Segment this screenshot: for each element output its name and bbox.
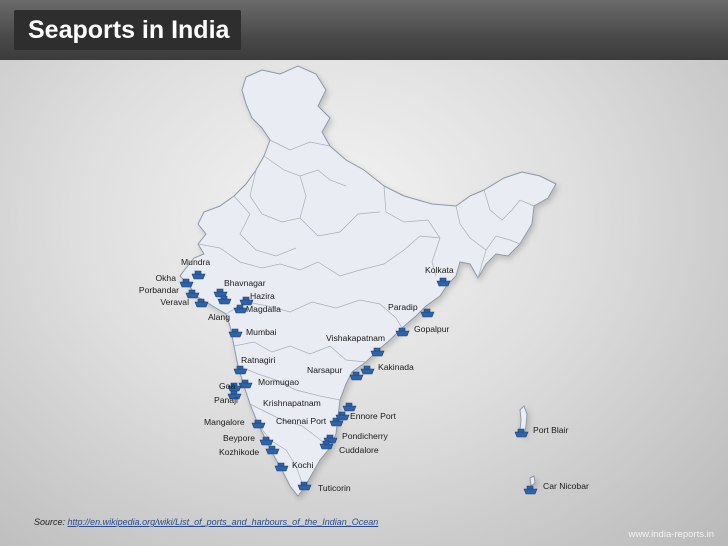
port-label: Gopalpur: [414, 324, 449, 334]
ship-icon: [227, 390, 242, 400]
port-label: Mormugao: [258, 377, 299, 387]
ship-icon: [349, 371, 364, 381]
ship-icon: [335, 411, 350, 421]
port-label: Alang: [208, 312, 230, 322]
ship-icon: [194, 298, 209, 308]
source-link[interactable]: http://en.wikipedia.org/wiki/List_of_por…: [67, 517, 379, 527]
ship-icon: [420, 308, 435, 318]
nicobar-islands-shape: [529, 475, 536, 487]
ship-icon: [523, 485, 538, 495]
ship-icon: [239, 296, 254, 306]
port-label: Mangalore: [204, 417, 245, 427]
ship-icon: [251, 419, 266, 429]
title-bar: Seaports in India: [0, 0, 728, 60]
port-label: Narsapur: [307, 365, 342, 375]
port-labels: Mundra Okha Porbandar Veraval Bhavnagar Hazir…: [139, 257, 589, 493]
ship-icon: [233, 365, 248, 375]
port-label: Cuddalore: [339, 445, 379, 455]
port-label: Kakinada: [378, 362, 414, 372]
ship-icon: [185, 289, 200, 299]
port-label: Ennore Port: [350, 411, 396, 421]
port-label: Porbandar: [139, 285, 179, 295]
ship-icon: [297, 481, 312, 491]
ship-icon: [342, 402, 357, 412]
port-label: Paradip: [388, 302, 418, 312]
port-label: Car Nicobar: [543, 481, 589, 491]
port-label: Port Blair: [533, 425, 568, 435]
state-boundaries: [197, 139, 535, 489]
ship-icon: [274, 462, 289, 472]
ship-icon: [259, 436, 274, 446]
port-label: Veraval: [160, 297, 189, 307]
ship-icon: [228, 328, 243, 338]
source-label: Source:: [34, 517, 66, 527]
ship-icon: [319, 440, 334, 450]
port-label: Okha: [155, 273, 176, 283]
ship-icon: [370, 347, 385, 357]
source-citation: Source: http://en.wikipedia.org/wiki/Lis…: [34, 517, 378, 527]
andaman-islands-shape: [519, 405, 528, 438]
port-label: Ratnagiri: [241, 355, 275, 365]
ship-icon: [227, 382, 242, 392]
port-label: Pondicherry: [342, 431, 389, 441]
port-label: Tuticorin: [318, 483, 351, 493]
port-label: Goa: [219, 381, 235, 391]
website-footer: www.india-reports.in: [628, 529, 714, 540]
ship-icon: [191, 270, 206, 280]
port-label: Kozhikode: [219, 447, 259, 457]
ship-icon: [360, 365, 375, 375]
ship-icon: [233, 304, 248, 314]
port-label: Mundra: [181, 257, 210, 267]
port-label: Kolkata: [425, 265, 454, 275]
port-label: Mumbai: [246, 327, 277, 337]
port-label: Kochi: [292, 460, 314, 470]
port-label: Bhavnagar: [224, 278, 266, 288]
port-label: Panaji: [214, 395, 238, 405]
title-box: Seaports in India: [14, 10, 242, 50]
port-label: Magdalla: [246, 304, 281, 314]
ship-icon: [179, 278, 194, 288]
ship-icon: [217, 295, 232, 305]
page-title: Seaports in India: [28, 16, 230, 44]
port-label: Beypore: [223, 433, 255, 443]
ship-icon: [514, 428, 529, 438]
ship-icon: [395, 327, 410, 337]
port-label: Krishnapatnam: [263, 398, 321, 408]
ship-icon: [436, 277, 451, 287]
port-label: Vishakapatnam: [326, 333, 385, 343]
ship-icon: [265, 445, 280, 455]
port-label: Hazira: [250, 291, 275, 301]
port-label: Chennai Port: [276, 416, 327, 426]
port-icons: [179, 270, 538, 495]
